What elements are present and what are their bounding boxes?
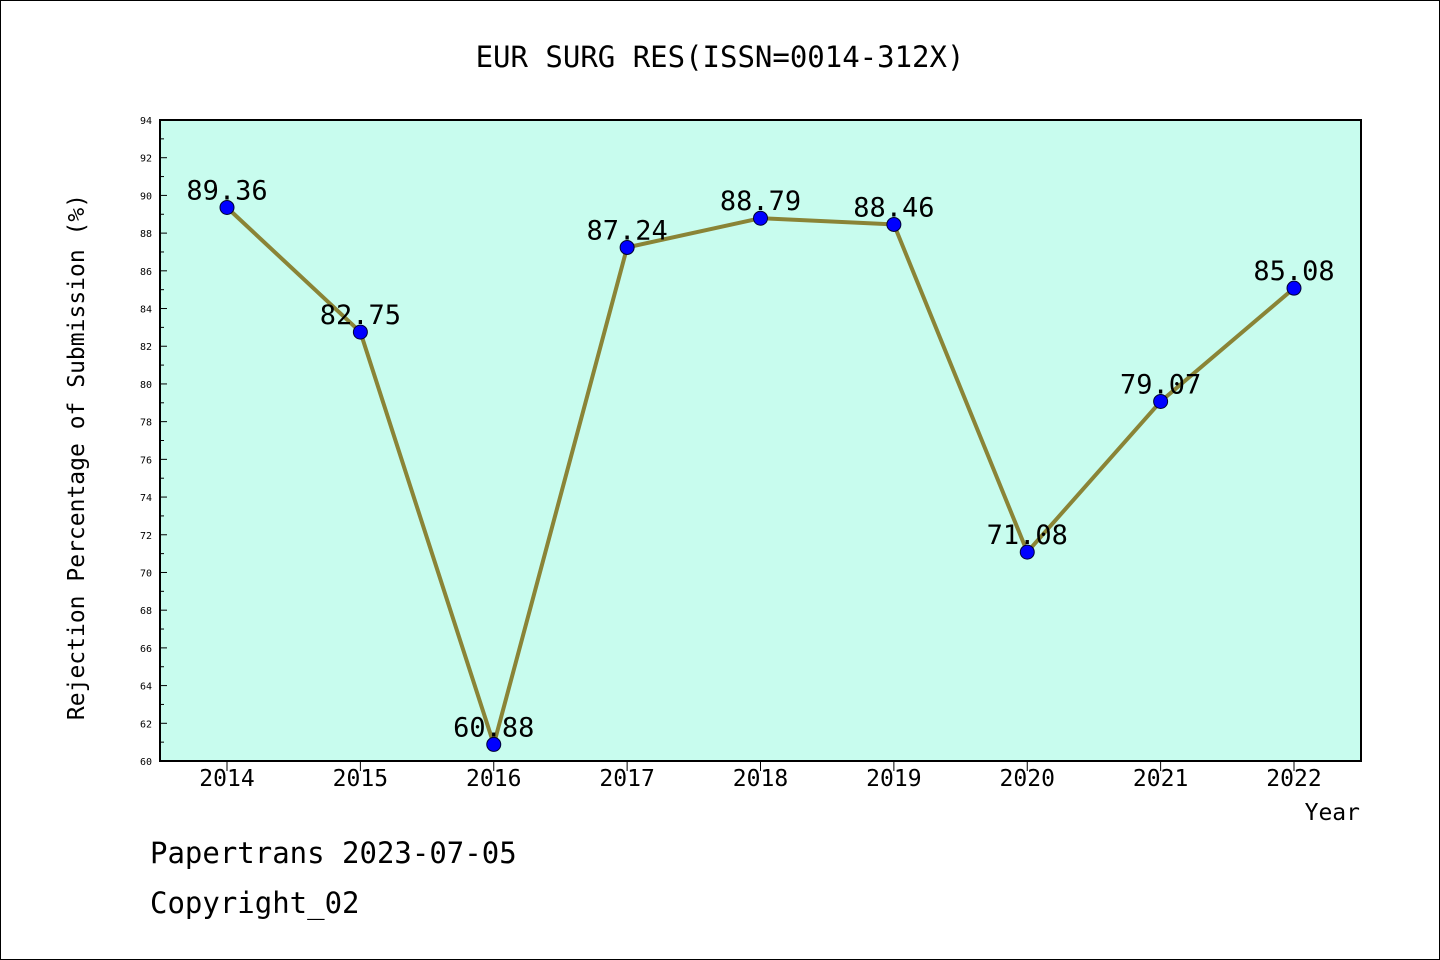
data-point bbox=[619, 239, 635, 255]
x-tick-label: 2019 bbox=[866, 766, 921, 792]
x-tick-label: 2021 bbox=[1133, 766, 1188, 792]
x-axis-label: Year bbox=[1305, 800, 1360, 826]
data-point bbox=[1153, 393, 1169, 409]
y-tick-label: 72 bbox=[140, 531, 152, 542]
x-tick-label: 2018 bbox=[733, 766, 788, 792]
y-tick-label: 80 bbox=[140, 380, 152, 391]
x-tick-label: 2015 bbox=[333, 766, 388, 792]
data-label: 85.08 bbox=[1253, 256, 1334, 287]
x-tick-label: 2020 bbox=[1000, 766, 1055, 792]
data-label: 88.46 bbox=[853, 192, 934, 223]
y-tick-label: 64 bbox=[140, 682, 152, 693]
data-point bbox=[1286, 280, 1302, 296]
data-point bbox=[753, 210, 768, 226]
data-label: 79.07 bbox=[1120, 369, 1201, 400]
data-point bbox=[886, 216, 902, 232]
y-tick-label: 76 bbox=[140, 455, 152, 466]
x-tick-label: 2016 bbox=[466, 766, 521, 792]
data-point bbox=[352, 324, 368, 340]
y-tick-label: 94 bbox=[140, 116, 152, 127]
data-label: 89.36 bbox=[186, 175, 267, 206]
y-tick-label: 84 bbox=[140, 305, 152, 316]
data-label: 82.75 bbox=[320, 300, 401, 331]
data-series bbox=[219, 199, 1302, 752]
data-label: 71.08 bbox=[987, 520, 1068, 551]
y-axis-ticks: 60 62 64 66 68 70 72 74 76 78 80 82 84 86 88 90 92 94 bbox=[140, 116, 167, 768]
data-point bbox=[1019, 544, 1035, 560]
y-tick-label: 68 bbox=[140, 606, 152, 617]
y-tick-label: 90 bbox=[140, 191, 152, 202]
y-tick-label: 82 bbox=[140, 342, 152, 353]
y-tick-label: 70 bbox=[140, 568, 152, 579]
plot-area bbox=[159, 119, 1362, 762]
y-tick-label: 88 bbox=[140, 229, 152, 240]
x-tick-label: 2022 bbox=[1266, 766, 1321, 792]
y-tick-label: 62 bbox=[140, 719, 152, 730]
data-label: 60.88 bbox=[453, 712, 534, 743]
x-tick-label: 2017 bbox=[599, 766, 654, 792]
footer-copyright: Copyright_02 bbox=[150, 886, 360, 920]
data-point bbox=[486, 736, 502, 752]
y-tick-label: 92 bbox=[140, 154, 152, 165]
y-tick-label: 86 bbox=[140, 267, 152, 278]
x-axis-ticks: 2014 2015 2016 2017 2018 2019 2020 2021 2022 bbox=[199, 761, 1322, 792]
y-tick-label: 74 bbox=[140, 493, 152, 504]
chart-title: EUR SURG RES(ISSN=0014-312X) bbox=[476, 40, 965, 74]
footer-date: Papertrans 2023-07-05 bbox=[150, 836, 517, 870]
x-tick-label: 2014 bbox=[199, 766, 254, 792]
y-tick-label: 66 bbox=[140, 644, 152, 655]
data-labels: 89.36 82.75 60.88 87.24 88.79 88.46 71.08 79.07… bbox=[186, 175, 1334, 743]
y-tick-label: 78 bbox=[140, 418, 152, 429]
data-label: 87.24 bbox=[586, 215, 667, 246]
y-tick-label: 60 bbox=[140, 757, 152, 768]
y-axis-label: Rejection Percentage of Submission (%) bbox=[64, 194, 90, 720]
data-point bbox=[219, 199, 235, 215]
data-label: 88.79 bbox=[720, 186, 801, 217]
